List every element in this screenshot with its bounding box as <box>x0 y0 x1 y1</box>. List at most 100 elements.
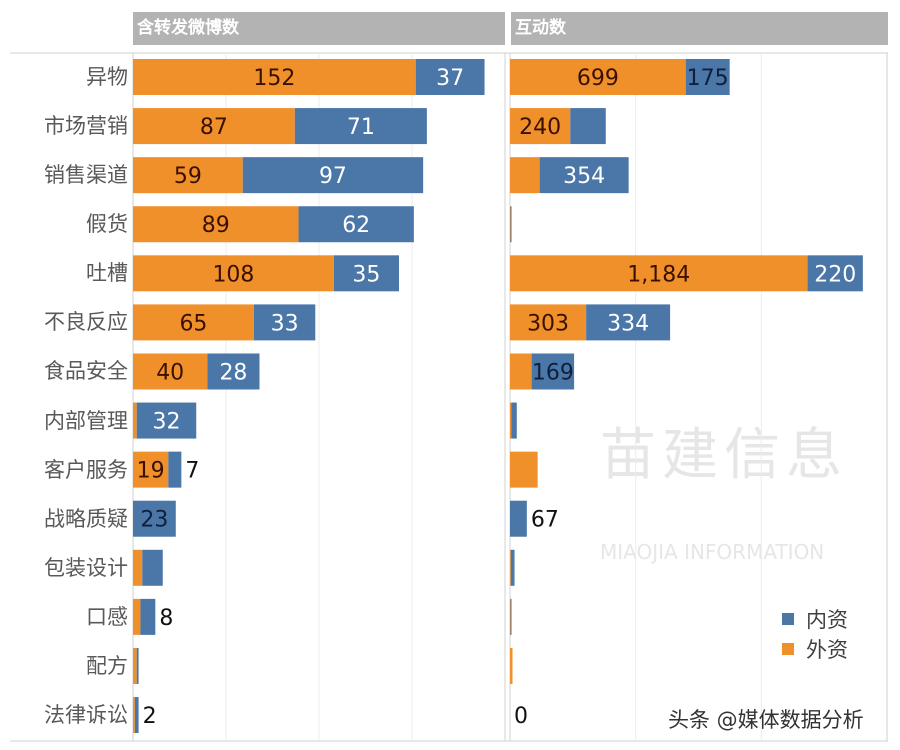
data-label: 8 <box>159 606 173 631</box>
bar-foreign <box>133 353 208 390</box>
bar-domestic <box>510 549 515 586</box>
bar-foreign <box>133 549 143 586</box>
bar-domestic <box>510 598 512 635</box>
bar-foreign <box>133 647 137 684</box>
bar-foreign <box>133 598 141 635</box>
category-label: 战略质疑 <box>44 506 128 531</box>
data-label: 240 <box>519 115 561 140</box>
bar-domestic <box>298 206 414 243</box>
bar-foreign <box>133 451 169 488</box>
data-label: 23 <box>140 508 168 533</box>
data-label: 2 <box>143 704 157 729</box>
bar-domestic <box>133 500 176 537</box>
bar-domestic <box>586 304 671 341</box>
bar-domestic <box>142 549 163 586</box>
data-label: 33 <box>271 311 299 336</box>
data-label: 354 <box>563 164 605 189</box>
bar-foreign <box>510 255 808 292</box>
panel-title-right: 互动数 <box>511 12 888 45</box>
bar-foreign <box>133 206 299 243</box>
bar-foreign <box>133 59 416 95</box>
data-label: 37 <box>436 66 464 91</box>
category-label: 配方 <box>86 653 128 678</box>
legend-swatch-foreign <box>782 643 794 655</box>
bar-foreign <box>510 451 538 488</box>
bar-foreign <box>133 402 137 439</box>
bar-foreign <box>510 157 540 194</box>
bar-domestic <box>136 402 197 439</box>
category-label: 不良反应 <box>44 310 128 335</box>
category-label: 客户服务 <box>44 457 128 482</box>
data-label: 303 <box>527 311 569 336</box>
category-label: 异物 <box>86 65 128 89</box>
bar-foreign <box>510 108 571 145</box>
bar-foreign <box>133 697 135 734</box>
bar-foreign <box>510 206 511 243</box>
bar-domestic <box>531 353 575 390</box>
data-label: 71 <box>347 115 375 140</box>
bar-foreign <box>510 402 512 439</box>
credit-text: 头条 @媒体数据分析 <box>668 708 864 732</box>
data-label: 89 <box>202 213 230 238</box>
legend-label: 内资 <box>806 608 848 632</box>
data-label: 152 <box>253 66 295 91</box>
bar-domestic <box>168 451 182 488</box>
legend-item-foreign: 外资 <box>782 634 848 664</box>
category-label: 包装设计 <box>44 555 128 580</box>
bar-foreign <box>133 304 254 341</box>
bar-foreign <box>510 59 686 95</box>
data-label: 67 <box>531 508 559 533</box>
data-label: 28 <box>219 360 247 385</box>
data-label: 699 <box>577 66 619 91</box>
bar-foreign <box>510 647 513 684</box>
bar-domestic <box>140 598 156 635</box>
bar-foreign <box>510 353 532 390</box>
category-label: 市场营销 <box>44 114 128 139</box>
bar-foreign <box>510 549 511 586</box>
category-label: 口感 <box>86 604 128 629</box>
data-label: 108 <box>212 262 254 287</box>
bar-foreign <box>510 598 511 635</box>
bar-domestic <box>511 402 517 439</box>
legend-label: 外资 <box>806 638 848 662</box>
bar-domestic <box>294 108 427 145</box>
legend-swatch-domestic <box>782 613 794 625</box>
legend: 内资 外资 <box>782 604 848 664</box>
data-label: 87 <box>200 115 228 140</box>
data-label: 334 <box>607 311 649 336</box>
category-label: 内部管理 <box>44 408 128 433</box>
bar-domestic <box>333 255 399 292</box>
data-label: 175 <box>687 66 729 91</box>
bar-foreign <box>133 108 295 145</box>
bar-domestic <box>539 157 629 194</box>
bar-domestic <box>570 108 606 145</box>
data-label: 0 <box>514 704 528 729</box>
category-label: 吐槽 <box>86 261 128 286</box>
bar-domestic <box>207 353 260 390</box>
bar-domestic <box>415 59 485 95</box>
data-label: 62 <box>342 213 370 238</box>
category-label: 食品安全 <box>44 359 128 384</box>
data-label: 220 <box>814 262 856 287</box>
category-label: 法律诉讼 <box>44 703 128 728</box>
data-label: 40 <box>156 360 184 385</box>
bar-domestic <box>136 647 139 684</box>
bar-domestic <box>242 157 424 194</box>
data-label: 1,184 <box>627 262 690 287</box>
bar-domestic <box>253 304 316 341</box>
data-label: 19 <box>137 459 165 484</box>
data-label: 7 <box>185 459 199 484</box>
bar-foreign <box>133 255 334 292</box>
bar-domestic <box>510 500 527 537</box>
data-label: 169 <box>532 360 574 385</box>
data-label: 32 <box>152 410 180 435</box>
bar-foreign <box>133 157 243 194</box>
data-label: 97 <box>319 164 347 189</box>
panel-title-left: 含转发微博数 <box>133 12 505 45</box>
data-label: 59 <box>174 164 202 189</box>
bar-foreign <box>510 304 587 341</box>
bar-domestic <box>134 697 139 734</box>
legend-item-domestic: 内资 <box>782 604 848 634</box>
